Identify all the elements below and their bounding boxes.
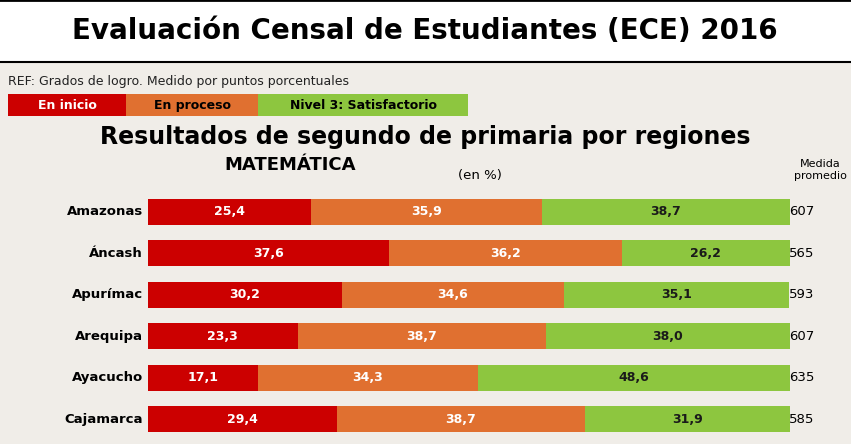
- Text: MATEMÁTICA: MATEMÁTICA: [225, 156, 356, 174]
- Text: Medida
promedio: Medida promedio: [794, 159, 847, 181]
- Bar: [541, 199, 790, 225]
- Text: 635: 635: [790, 371, 814, 384]
- Bar: [258, 94, 468, 116]
- Text: 35,1: 35,1: [661, 288, 692, 301]
- Text: 593: 593: [790, 288, 814, 301]
- Text: 38,0: 38,0: [653, 330, 683, 343]
- Bar: [337, 406, 585, 432]
- Bar: [148, 199, 311, 225]
- Bar: [390, 240, 622, 266]
- Text: Evaluación Censal de Estudiantes (ECE) 2016: Evaluación Censal de Estudiantes (ECE) 2…: [72, 17, 778, 45]
- Text: Ayacucho: Ayacucho: [71, 371, 143, 384]
- Bar: [148, 282, 342, 308]
- Bar: [148, 323, 298, 349]
- Bar: [311, 199, 541, 225]
- Bar: [298, 323, 546, 349]
- Bar: [546, 323, 790, 349]
- Text: 29,4: 29,4: [227, 413, 258, 426]
- Text: 26,2: 26,2: [690, 247, 722, 260]
- Bar: [585, 406, 790, 432]
- Bar: [622, 240, 790, 266]
- Text: (en %): (en %): [458, 169, 502, 182]
- Text: 38,7: 38,7: [650, 205, 681, 218]
- Text: Nivel 3: Satisfactorio: Nivel 3: Satisfactorio: [289, 99, 437, 111]
- Text: En inicio: En inicio: [37, 99, 96, 111]
- Bar: [148, 240, 390, 266]
- Text: 607: 607: [790, 330, 814, 343]
- Text: 607: 607: [790, 205, 814, 218]
- Text: 36,2: 36,2: [490, 247, 521, 260]
- Text: 35,9: 35,9: [411, 205, 442, 218]
- Text: Resultados de segundo de primaria por regiones: Resultados de segundo de primaria por re…: [100, 125, 751, 149]
- Text: Apurímac: Apurímac: [71, 288, 143, 301]
- Text: 565: 565: [790, 247, 814, 260]
- Text: 34,3: 34,3: [352, 371, 383, 384]
- Bar: [126, 94, 258, 116]
- Text: 30,2: 30,2: [230, 288, 260, 301]
- Bar: [0, 0, 851, 62]
- Bar: [564, 282, 790, 308]
- Bar: [8, 94, 126, 116]
- Text: 48,6: 48,6: [619, 371, 649, 384]
- Bar: [342, 282, 564, 308]
- Text: 34,6: 34,6: [437, 288, 468, 301]
- Bar: [148, 406, 337, 432]
- Bar: [148, 365, 258, 391]
- Bar: [258, 365, 478, 391]
- Text: 31,9: 31,9: [672, 413, 703, 426]
- Text: Arequipa: Arequipa: [75, 330, 143, 343]
- Text: 37,6: 37,6: [254, 247, 284, 260]
- Text: Cajamarca: Cajamarca: [65, 413, 143, 426]
- Bar: [478, 365, 790, 391]
- Text: REF: Grados de logro. Medido por puntos porcentuales: REF: Grados de logro. Medido por puntos …: [8, 75, 349, 88]
- Text: En proceso: En proceso: [153, 99, 231, 111]
- Text: Áncash: Áncash: [89, 247, 143, 260]
- Text: 17,1: 17,1: [187, 371, 219, 384]
- Text: Amazonas: Amazonas: [66, 205, 143, 218]
- Text: 38,7: 38,7: [407, 330, 437, 343]
- Text: 23,3: 23,3: [208, 330, 238, 343]
- Text: 25,4: 25,4: [214, 205, 245, 218]
- Text: 38,7: 38,7: [446, 413, 477, 426]
- Text: 585: 585: [790, 413, 814, 426]
